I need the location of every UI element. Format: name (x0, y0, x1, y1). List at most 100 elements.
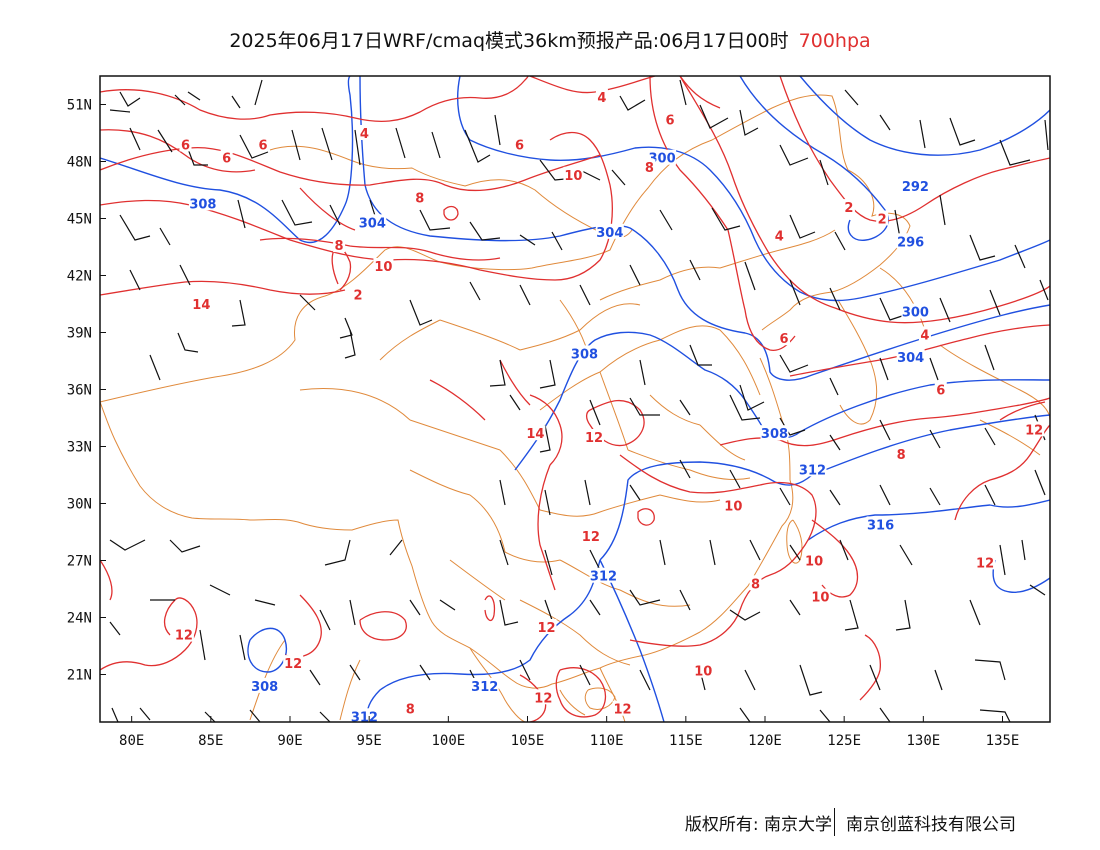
temperature-label-bg (525, 425, 546, 441)
map-title: 2025年06月17日WRF/cmaq模式36km预报产品:06月17日00时 7… (0, 26, 1100, 53)
geopotential-label: 304 (359, 216, 386, 231)
lat-label: 39N (67, 326, 92, 342)
lon-label: 125E (827, 733, 861, 749)
china-border (100, 94, 911, 689)
geopotential-label: 292 (902, 180, 929, 195)
temperature-label: 2 (844, 201, 853, 216)
temperature-label-bg (749, 575, 762, 591)
wind-barb (499, 459, 1046, 516)
temperature-label-bg (220, 149, 233, 165)
lon-label: 110E (590, 733, 624, 749)
temperature-label: 4 (775, 230, 784, 245)
temperature-label-bg (352, 286, 365, 302)
geopotential-contour-308-south (514, 331, 1050, 471)
temperature-label: 4 (597, 91, 606, 106)
temperature-label-bg (283, 655, 304, 671)
temperature-label-bg (413, 189, 426, 205)
geopotential-label-bg (358, 214, 387, 230)
temperature-label-bg (257, 136, 270, 152)
temperature-contour-6-west (100, 129, 501, 261)
lon-label: 95E (357, 733, 382, 749)
temperature-label-bg (842, 199, 855, 215)
lat-label: 27N (67, 554, 92, 570)
temperature-label: 6 (515, 138, 524, 153)
temperature-label: 12 (976, 556, 994, 571)
geopotential-labels: 3083043003042922963003043083083123163123… (188, 149, 930, 722)
geopotential-label: 304 (596, 226, 623, 241)
temperature-label-bg (584, 429, 604, 444)
geopotential-label: 312 (471, 680, 498, 695)
geopotential-contour-312 (599, 414, 1050, 561)
geopotential-contour-308-small (247, 627, 287, 673)
temperature-contour-2-east (779, 76, 1050, 222)
geopotential-label-bg (570, 345, 599, 361)
lat-label: 42N (67, 269, 92, 285)
temperature-label-bg (1024, 421, 1045, 437)
footer-separator (834, 808, 835, 836)
temperature-label-bg (404, 700, 417, 716)
temperature-label-bg (563, 166, 584, 182)
temperature-label: 2 (878, 213, 887, 228)
temperature-label: 12 (613, 703, 631, 718)
geopotential-label-bg (595, 223, 624, 239)
temperature-label: 8 (897, 448, 906, 463)
wind-barb (150, 584, 1046, 631)
temperature-label: 8 (751, 577, 760, 592)
taiwan-island (786, 519, 803, 564)
lon-label: 135E (986, 733, 1020, 749)
company-name: 南京创蓝科技有限公司 (846, 815, 1016, 835)
temperature-label: 6 (259, 138, 268, 153)
temperature-label: 8 (335, 239, 344, 254)
geopotential-label: 308 (761, 427, 788, 442)
temperature-label-bg (358, 125, 371, 140)
geopotential-contour-300 (457, 76, 1050, 302)
geopotential-label-bg (798, 461, 827, 477)
title-main: 2025年06月17日WRF/cmaq模式36km预报产品:06月17日00时 (229, 30, 789, 52)
wind-barb (109, 79, 1049, 186)
temperature-contour-10-south (619, 454, 817, 647)
temperature-contour-small-loop (443, 205, 655, 526)
temperature-label: 10 (724, 499, 742, 514)
temperature-label: 10 (805, 555, 823, 570)
lon-label: 90E (277, 733, 302, 749)
wind-barb (149, 329, 995, 411)
temperature-label-bg (536, 619, 557, 634)
temperature-contour-12-south (100, 559, 322, 671)
geopotential-label-bg (896, 233, 925, 249)
geopotential-contour-312-south (366, 559, 665, 722)
geopotential-contour-292 (799, 76, 1050, 156)
lat-label: 21N (67, 668, 92, 684)
temperature-label-bg (580, 527, 601, 543)
temperature-label: 10 (811, 591, 829, 606)
longitude-axis: 80E 85E 90E 95E 100E 105E 110E 115E 120E 125E 130E… (119, 716, 1019, 749)
footer: 版权所有: 南京大学 南京创蓝科技有限公司 (0, 808, 1100, 838)
map-plot-area: 3083043003042922963003043083083123163123… (100, 76, 1050, 722)
lat-label: 48N (67, 155, 92, 171)
temperature-label-bg (173, 626, 194, 642)
temperature-label-bg (895, 446, 908, 462)
latitude-axis: 51N 48N 45N 42N 39N 36N 33N 30N 27N 24N 21N (67, 98, 106, 684)
temperature-label-bg (693, 662, 714, 678)
indochina-coast (249, 639, 626, 722)
wind-barb (111, 707, 1011, 722)
temperature-label: 12 (534, 691, 552, 706)
temperature-label-bg (975, 554, 996, 570)
temperature-label-bg (191, 296, 212, 311)
geopotential-label: 308 (571, 347, 598, 362)
geopotential-contour-296 (739, 76, 889, 241)
geopotential-label-bg (589, 567, 618, 583)
lat-label: 24N (67, 611, 92, 627)
geopotential-label: 312 (799, 463, 826, 478)
lon-label: 85E (198, 733, 223, 749)
temperature-label-bg (333, 237, 346, 253)
temperature-contour-10 (100, 131, 613, 281)
temperature-contour-10-sea (859, 634, 881, 701)
temperature-label: 12 (284, 657, 302, 672)
geopotential-label: 308 (251, 680, 278, 695)
temperature-label-bg (179, 136, 192, 152)
geopotential-label-bg (866, 516, 895, 532)
korea-japan-coast (837, 267, 1050, 456)
lat-label: 45N (67, 212, 92, 228)
temperature-label-bg (595, 88, 608, 104)
